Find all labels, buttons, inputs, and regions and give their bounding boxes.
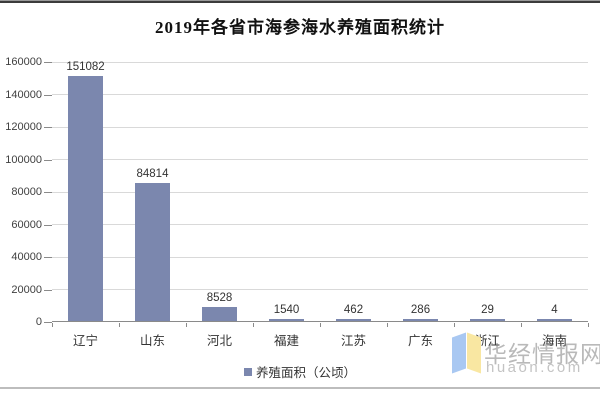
bar-辽宁 <box>68 75 103 321</box>
y-axis-tick-label: 60000 <box>11 218 42 231</box>
bar-value-label: 462 <box>343 303 364 316</box>
y-axis-tick <box>44 159 52 161</box>
x-axis-tick <box>119 323 120 327</box>
y-axis-tick <box>44 224 52 226</box>
bar-value-label: 4 <box>551 303 558 316</box>
x-axis-category-label: 河北 <box>206 334 232 348</box>
bar-value-label: 29 <box>481 303 494 316</box>
bar-福建 <box>269 318 304 321</box>
legend-label: 养殖面积（公顷） <box>255 366 356 380</box>
x-axis-category-label: 福建 <box>273 334 299 348</box>
y-axis-tick <box>44 289 52 291</box>
y-axis-tick-label: 40000 <box>11 251 42 263</box>
y-gridline <box>52 159 588 160</box>
y-gridline <box>52 61 588 63</box>
bottom-divider <box>0 387 600 389</box>
y-gridline <box>52 191 588 193</box>
x-axis-tick <box>588 323 589 327</box>
x-axis-tick <box>387 323 388 327</box>
x-axis-tick <box>454 323 455 327</box>
bar-value-label: 84814 <box>136 168 169 181</box>
bar-江苏 <box>336 318 371 321</box>
y-axis-tick-label: 80000 <box>11 186 42 198</box>
x-axis-tick <box>186 323 187 327</box>
y-gridline <box>52 126 588 128</box>
chart-title: 2019年各省市海参海水养殖面积统计 <box>155 18 445 37</box>
y-axis-tick <box>44 94 52 96</box>
bar-value-label: 151082 <box>66 60 105 73</box>
bar-value-label: 286 <box>410 303 431 316</box>
x-axis-category-label: 浙江 <box>474 334 500 348</box>
x-axis-category-label: 广东 <box>407 334 433 348</box>
y-axis-tick <box>44 257 52 258</box>
y-axis-tick-label: 120000 <box>5 121 42 133</box>
y-axis-tick-label: 140000 <box>5 88 42 101</box>
y-gridline <box>52 289 588 290</box>
top-border <box>0 0 600 3</box>
plot-area: 151082 84814 8528 1540 462 286 29 4 <box>52 60 588 322</box>
x-axis-category-label: 海南 <box>541 334 567 348</box>
legend-swatch-icon <box>243 367 252 376</box>
y-axis-tick-label: 20000 <box>11 283 42 296</box>
x-axis-category-label: 辽宁 <box>72 334 98 348</box>
y-axis-tick-label: 160000 <box>5 56 42 68</box>
bar-河北 <box>202 307 237 321</box>
x-axis-category-label: 山东 <box>139 334 165 348</box>
x-axis-tick <box>52 323 53 327</box>
y-axis-tick <box>44 62 52 63</box>
x-axis-tick <box>521 323 522 327</box>
y-axis-tick <box>44 192 52 193</box>
bar-value-label: 8528 <box>206 292 233 305</box>
x-axis-category-label: 江苏 <box>340 334 366 348</box>
y-axis-tick <box>44 127 52 128</box>
y-axis-tick-label: 100000 <box>5 153 42 166</box>
bar-海南 <box>537 318 572 321</box>
legend: 养殖面积（公顷） <box>0 362 600 381</box>
y-axis-tick <box>44 322 52 323</box>
x-axis-tick <box>320 323 321 327</box>
y-gridline <box>52 256 588 258</box>
bar-广东 <box>403 318 438 321</box>
bar-浙江 <box>470 318 505 321</box>
x-axis-tick <box>253 323 254 327</box>
bar-山东 <box>135 183 170 321</box>
y-axis-tick-label: 0 <box>35 316 42 328</box>
bar-value-label: 1540 <box>273 303 300 316</box>
y-gridline <box>52 224 588 225</box>
y-gridline <box>52 94 588 95</box>
